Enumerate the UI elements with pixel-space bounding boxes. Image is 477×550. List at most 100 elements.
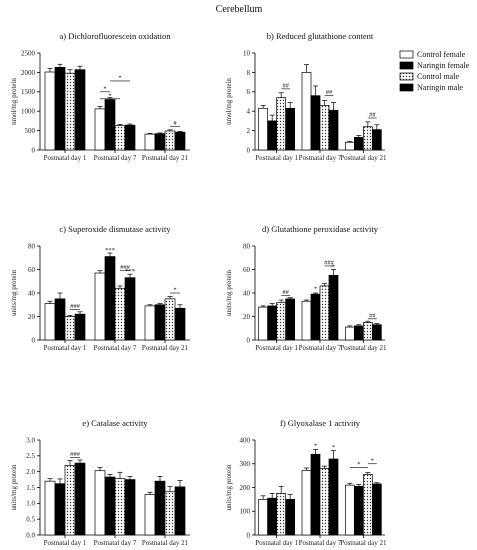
significance-mark: ###: [120, 264, 131, 271]
x-tick-label: Postnatal day 21: [142, 539, 189, 547]
y-tick-label: 8: [247, 69, 251, 77]
bar: [362, 322, 373, 341]
bar: [276, 302, 287, 341]
bar: [301, 300, 312, 341]
bar: [64, 316, 76, 341]
bar: [54, 483, 66, 536]
y-tick-label: 2.5: [26, 452, 35, 460]
significance-mark: *: [357, 461, 360, 468]
chart-panel-1: a) Dichlorofluorescein oxidation nmol/mg …: [10, 31, 190, 162]
y-tick-label: 1.5: [26, 484, 35, 492]
legend-swatch: [399, 72, 414, 81]
legend-label: Naringin female: [417, 61, 470, 70]
y-tick-label: 60: [28, 266, 36, 274]
significance-mark: ***: [105, 247, 115, 254]
y-tick-label: 400: [240, 436, 251, 444]
bar: [54, 67, 66, 151]
y-axis-label: nmol/mg protein: [10, 78, 18, 125]
legend-swatch: [399, 83, 414, 92]
bar: [154, 304, 166, 341]
bar: [267, 497, 278, 536]
chart-panel-2: b) Reduced glutathione content nmol/mg pr…: [225, 31, 387, 162]
bar: [174, 131, 186, 151]
bar: [64, 72, 76, 151]
bar: [104, 99, 116, 151]
bar: [285, 499, 296, 536]
y-tick-label: 0: [247, 146, 251, 154]
bar: [104, 476, 116, 536]
bar: [319, 468, 330, 536]
bar: [104, 256, 116, 341]
significance-mark: ***: [125, 268, 135, 275]
x-tick-label: Postnatal day 7: [94, 539, 137, 547]
bar: [114, 125, 126, 151]
bar: [344, 484, 355, 536]
significance-mark: ###: [324, 259, 335, 266]
y-tick-label: 1500: [21, 88, 36, 96]
bar: [276, 97, 287, 151]
bar: [362, 474, 373, 536]
x-tick-label: Postnatal day 7: [94, 154, 137, 162]
bar: [371, 483, 382, 536]
chart-panel-5: e) Catalase activity units/mg protein 0.0 0…: [10, 418, 190, 547]
bar: [362, 126, 373, 151]
legend: Control female Naringin female Control mal…: [399, 50, 470, 92]
bar: [164, 490, 176, 536]
y-tick-label: 80: [28, 242, 36, 250]
y-tick-label: 2: [247, 127, 251, 135]
y-tick-label: 0.0: [26, 531, 35, 539]
bar: [144, 305, 156, 341]
significance-mark: *: [118, 74, 121, 81]
significance-mark: *: [314, 443, 317, 450]
significance-mark: *: [108, 92, 111, 99]
bar: [301, 72, 312, 151]
bar: [310, 453, 321, 536]
chart-panel-6: f) Glyoxalase 1 activity units/mg protein…: [225, 418, 387, 547]
bar: [164, 298, 176, 341]
legend-swatch: [399, 61, 414, 70]
bar: [124, 124, 136, 151]
y-tick-label: 20: [28, 313, 36, 321]
y-tick-label: 1.0: [26, 500, 35, 508]
y-tick-label: 500: [25, 127, 36, 135]
bar: [328, 109, 339, 151]
bar: [74, 313, 86, 341]
y-tick-label: 4: [247, 108, 251, 116]
bar: [114, 287, 126, 341]
y-tick-label: 6: [247, 88, 251, 96]
bar: [267, 120, 278, 151]
bar: [94, 108, 106, 151]
significance-mark: *: [332, 444, 335, 451]
bar: [258, 306, 269, 341]
x-tick-label: Postnatal day 1: [44, 154, 87, 162]
chart-panel-3: c) Superoxide dismutase activity units/mg…: [10, 224, 190, 352]
significance-mark: ###: [70, 303, 81, 310]
bar: [371, 129, 382, 151]
legend-swatch: [399, 50, 414, 59]
bar: [154, 133, 166, 151]
y-tick-label: 0: [32, 146, 36, 154]
bar: [154, 480, 166, 536]
x-tick-label: Postnatal day 7: [299, 154, 342, 162]
x-tick-label: Postnatal day 21: [340, 344, 387, 352]
x-tick-label: Postnatal day 21: [142, 154, 189, 162]
bar: [44, 480, 56, 536]
y-axis-label: units/mg protein: [10, 269, 18, 316]
bar: [74, 462, 86, 536]
significance-mark: ##: [282, 82, 289, 89]
x-tick-label: Postnatal day 7: [299, 539, 342, 547]
y-tick-label: 100: [240, 508, 251, 516]
bar: [285, 107, 296, 151]
x-tick-label: Postnatal day 21: [142, 344, 189, 352]
bar: [267, 305, 278, 341]
y-tick-label: 10: [243, 49, 251, 57]
significance-mark: ###: [70, 451, 81, 458]
y-tick-label: 0.5: [26, 516, 35, 524]
y-tick-label: 60: [243, 266, 251, 274]
bar: [94, 272, 106, 341]
x-tick-label: Postnatal day 1: [255, 539, 298, 547]
x-tick-label: Postnatal day 1: [255, 154, 298, 162]
bar: [94, 470, 106, 536]
panel-title: c) Superoxide dismutase activity: [59, 224, 171, 234]
